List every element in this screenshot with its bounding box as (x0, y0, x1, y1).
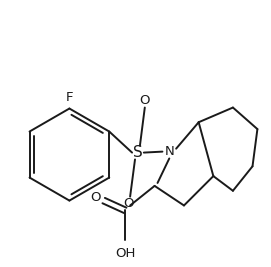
Text: O: O (140, 94, 150, 107)
Text: O: O (123, 197, 133, 210)
Text: S: S (133, 145, 143, 160)
Text: F: F (66, 91, 73, 104)
Text: OH: OH (115, 247, 136, 260)
Text: N: N (164, 145, 174, 158)
Text: O: O (91, 191, 101, 204)
